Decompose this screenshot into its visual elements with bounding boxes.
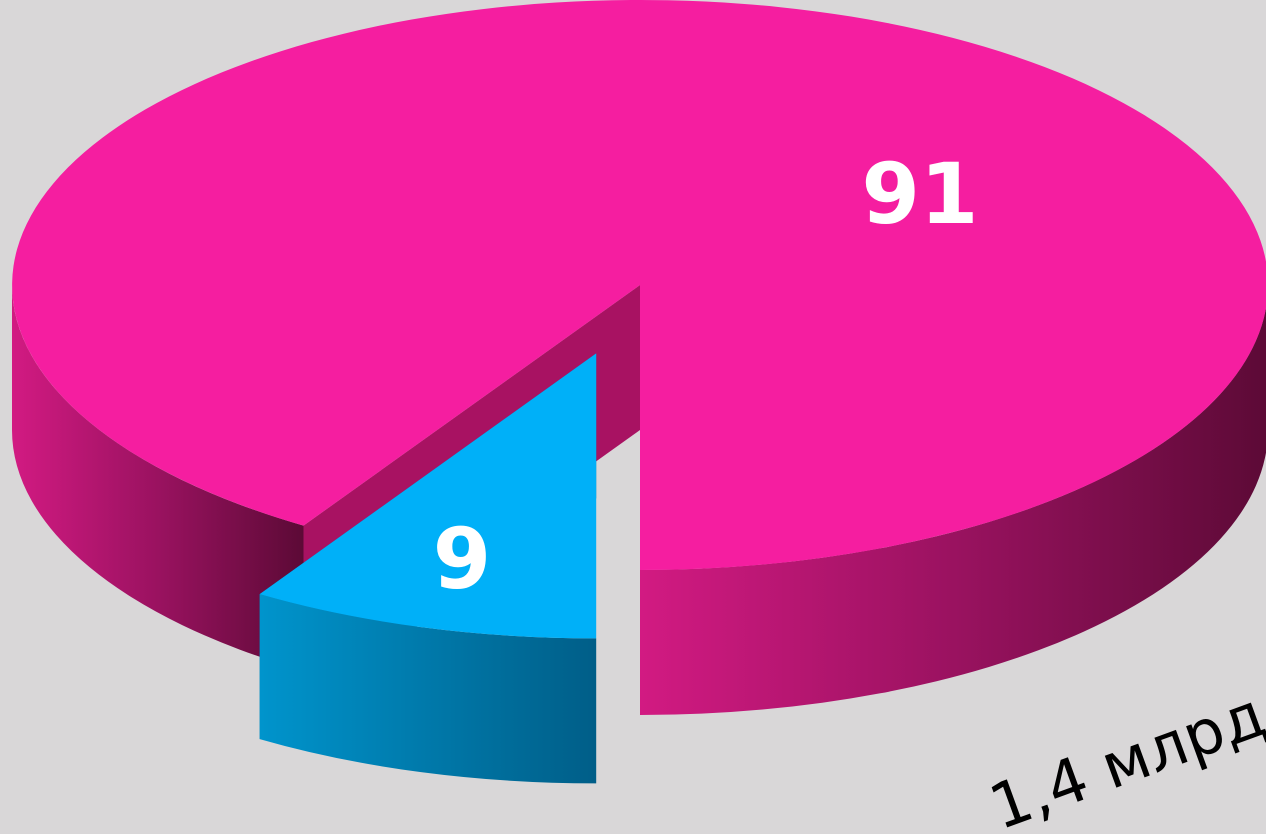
slice-wall (259, 594, 597, 784)
slice-wall (12, 285, 304, 671)
slice-wall (640, 307, 1266, 715)
annotation: 1,4 млрд (980, 677, 1266, 834)
data-label: 91 (862, 145, 979, 243)
slice (12, 0, 1266, 570)
data-label: 9 (433, 510, 491, 608)
pie: 91 9 (12, 0, 1266, 784)
slice (259, 353, 597, 639)
